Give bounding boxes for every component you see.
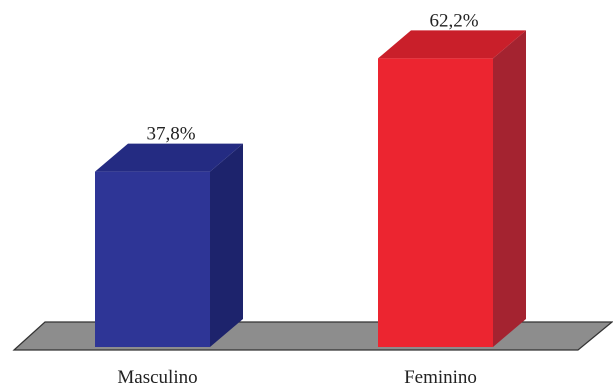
- category-label-feminino: Feminino: [404, 367, 477, 388]
- bar-side-masculino: [210, 143, 243, 347]
- category-label-masculino: Masculino: [117, 367, 197, 388]
- bar-feminino: [378, 58, 493, 347]
- bar-masculino: [95, 171, 210, 347]
- bar-side-feminino: [493, 30, 526, 348]
- chart-labels: 37,8% 62,2% Masculino Feminino: [117, 10, 478, 388]
- bar-top-masculino: [95, 143, 243, 172]
- bar-top-feminino: [378, 30, 526, 59]
- value-label-feminino: 62,2%: [429, 10, 478, 31]
- value-label-masculino: 37,8%: [146, 124, 195, 145]
- bar-series: [95, 30, 526, 348]
